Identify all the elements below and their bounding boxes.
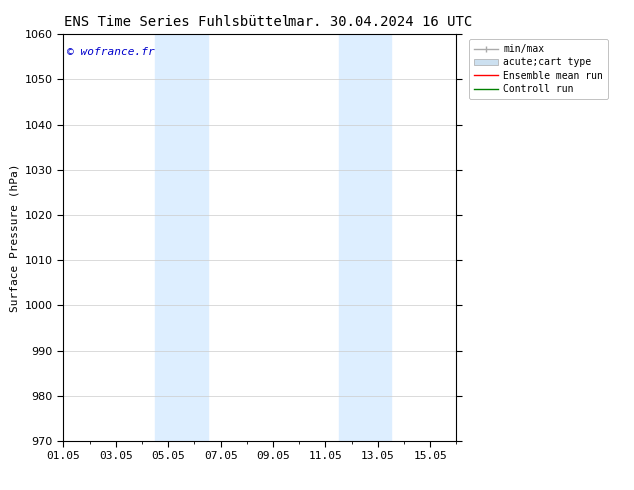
Bar <box>339 34 391 441</box>
Text: © wofrance.fr: © wofrance.fr <box>67 47 155 56</box>
Legend: min/max, acute;cart type, Ensemble mean run, Controll run: min/max, acute;cart type, Ensemble mean … <box>469 39 608 99</box>
Y-axis label: Surface Pressure (hPa): Surface Pressure (hPa) <box>10 163 19 312</box>
Bar <box>155 34 207 441</box>
Text: ENS Time Series Fuhlsbüttel: ENS Time Series Fuhlsbüttel <box>65 15 290 29</box>
Text: mar. 30.04.2024 16 UTC: mar. 30.04.2024 16 UTC <box>288 15 472 29</box>
